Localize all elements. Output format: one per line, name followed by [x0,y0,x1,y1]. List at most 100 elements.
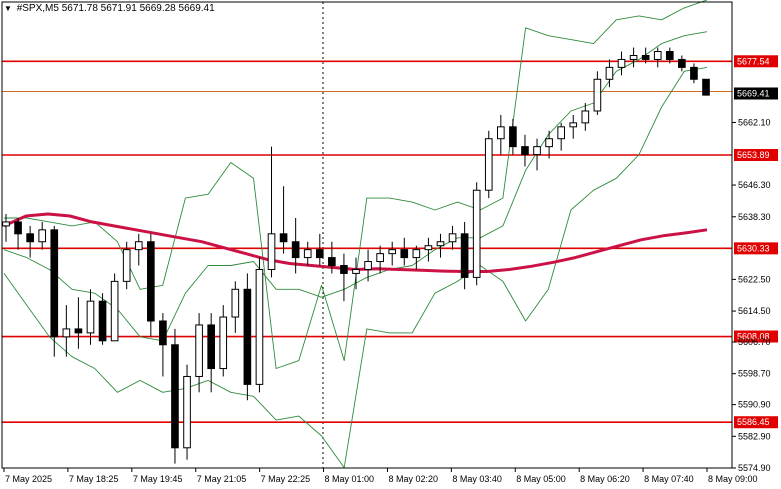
level-price-box [734,242,778,255]
x-tick-label: 7 May 21:05 [197,474,247,484]
x-tick-label: 8 May 07:40 [644,474,694,484]
candle-body [678,58,686,68]
candle-body [641,54,650,60]
y-tick-label: 5590.90 [738,400,771,410]
candle-body [50,229,59,338]
ohlc-label: 5671.78 5671.91 5669.28 5669.41 [61,3,215,14]
candle-body [593,78,602,112]
bollinger-bands [3,0,708,469]
symbol-label: #SPX,M5 [16,3,59,14]
candle-body [557,126,565,140]
level-price-box [734,148,778,161]
candle-body [340,265,348,274]
candle-body [364,261,372,270]
current-price-label: 5669.41 [737,88,770,98]
y-tick-label: 5614.50 [738,306,771,316]
candle-body [134,241,143,251]
candle-body [653,51,662,60]
candle-body [255,268,264,385]
candle-body [629,54,638,60]
candle-body [315,249,324,259]
level-price-label: 5653.89 [737,150,770,160]
chart-header: ▼ #SPX,M5 5671.78 5671.91 5669.28 5669.4… [4,3,215,14]
candle-body [448,233,457,243]
y-tick-label: 5598.70 [738,369,771,379]
x-tick-label: 7 May 2025 [5,474,52,484]
support-resistance-levels: 5677.54 5653.89 5630.33 5608.08 5586.45 5669.… [2,55,778,429]
candle-body [328,257,336,267]
candle-body [509,126,517,148]
candle-body [291,241,300,259]
level-price-label: 5608.08 [737,332,770,342]
candle-body [86,300,95,334]
candles [2,47,710,464]
candle-body [665,51,674,60]
candle-body [207,324,215,370]
candle-body [267,233,276,270]
x-tick-label: 7 May 18:25 [69,474,119,484]
level-price-box [734,416,778,429]
candle-body [521,146,529,156]
current-price-box [734,87,778,100]
x-tick-label: 8 May 03:40 [452,474,502,484]
x-tick-label: 8 May 09:00 [708,474,758,484]
candle-body [412,249,421,259]
y-tick-label: 5574.90 [738,463,771,473]
candle-body [98,300,107,342]
candle-body [352,268,360,274]
x-tick-label: 8 May 05:00 [516,474,566,484]
candle-body [74,328,83,334]
candle-body [159,320,167,346]
candle-body [110,280,119,342]
level-price-box [734,330,778,343]
candle-body [26,233,34,243]
candle-body [219,316,228,370]
candle-body [183,375,191,449]
candle-body [38,229,47,243]
y-tick-label: 5606.70 [738,337,771,347]
x-tick-label: 8 May 02:20 [388,474,438,484]
candle-body [303,249,312,259]
candle-body [376,253,384,263]
candle-body [2,221,10,227]
candle-body [243,288,252,385]
candle-body [171,344,179,449]
candle-body [533,146,541,156]
candle-body [702,78,710,96]
candle-body [195,324,203,377]
level-price-box [734,55,778,68]
candle-body [62,328,71,338]
candle-body [122,249,131,282]
candle-body [581,110,590,124]
chart-triangle-icon: ▼ [4,4,12,13]
candle-body [231,288,240,318]
x-tick-label: 8 May 01:00 [325,474,375,484]
level-price-label: 5630.33 [737,243,770,253]
candle-body [484,138,493,191]
candle-body [497,126,505,140]
y-tick-label: 5582.90 [738,431,771,441]
candle-body [436,241,445,247]
candle-body [460,233,469,278]
candle-body [424,245,433,251]
bollinger-upper-line [4,0,708,369]
axes: 5662.10 5646.30 5638.30 5622.50 5614.50 5606.… [1,1,771,484]
candle-body [569,122,578,128]
x-tick-label: 8 May 06:20 [580,474,630,484]
candle-body [279,233,288,243]
y-tick-label: 5662.10 [738,117,771,127]
plot-frame [1,1,733,469]
candle-body [690,66,698,80]
candle-body [605,66,614,80]
candle-body [545,138,553,148]
candle-body [14,221,22,235]
level-price-label: 5677.54 [737,56,770,66]
candle-body [400,249,409,259]
candle-body [472,189,481,278]
y-tick-label: 5638.30 [738,212,771,222]
level-price-label: 5586.45 [737,417,770,427]
candle-body [388,249,397,255]
x-tick-label: 7 May 22:25 [261,474,311,484]
bollinger-lower-line [3,66,708,469]
